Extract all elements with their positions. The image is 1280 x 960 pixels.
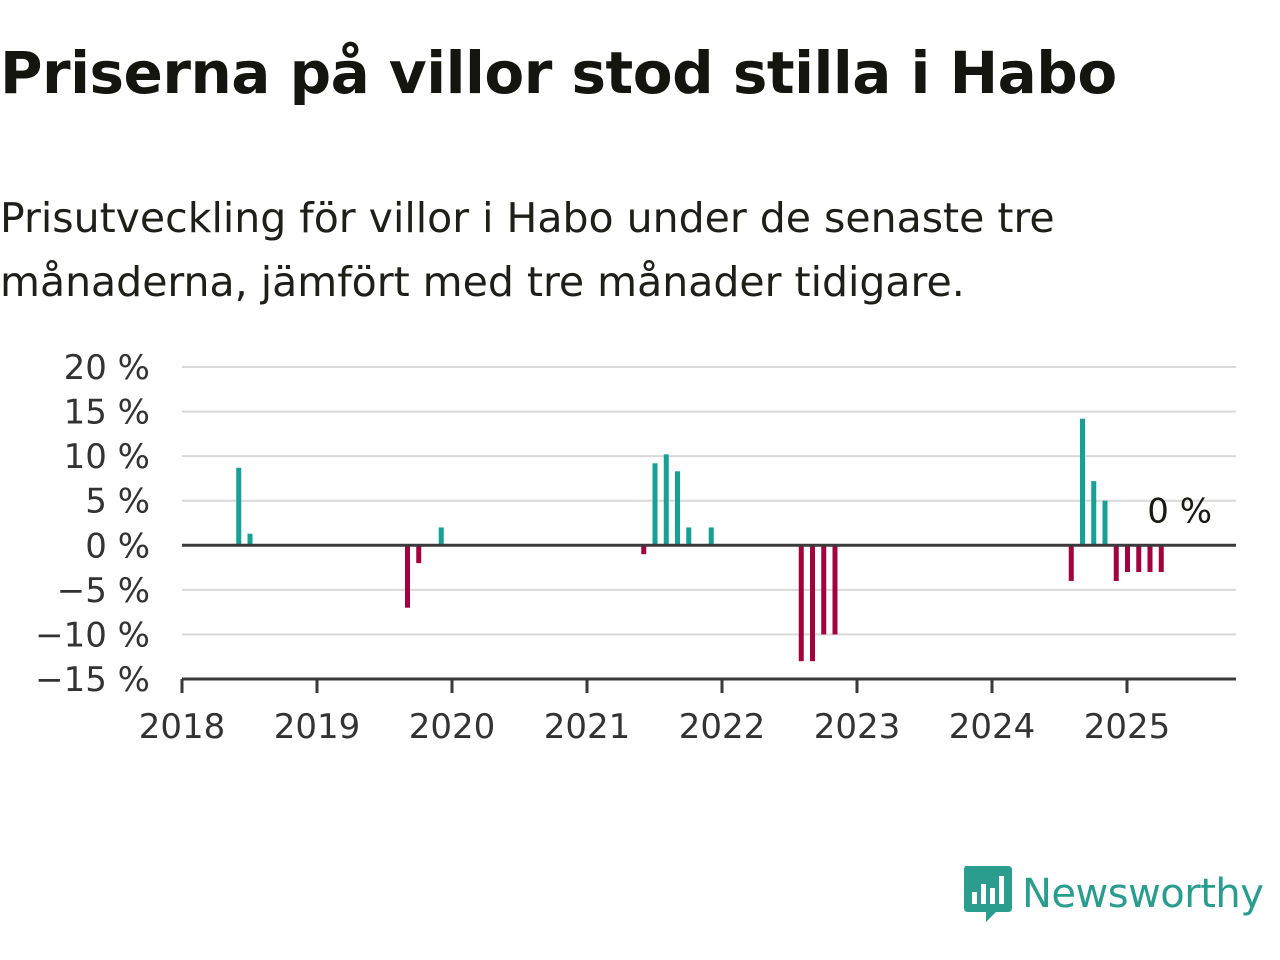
bar: [438, 527, 444, 546]
bar: [1136, 545, 1142, 573]
bar: [1147, 545, 1153, 573]
bar: [708, 527, 714, 546]
bar: [652, 463, 658, 546]
bar: [1113, 545, 1119, 581]
chart-subtitle: Prisutveckling för villor i Habo under d…: [0, 194, 1055, 306]
y-tick-label: 5 %: [85, 482, 150, 522]
bar: [1091, 481, 1097, 546]
bar: [810, 545, 815, 662]
y-tick-label: −5 %: [57, 571, 150, 611]
x-tick-label: 2021: [544, 707, 631, 747]
bar: [686, 527, 692, 546]
x-tick-label: 2024: [949, 707, 1036, 747]
bar: [1125, 545, 1130, 573]
bar: [832, 545, 838, 635]
newsworthy-logo-text: Newsworthy: [1022, 871, 1264, 917]
labels: 20 %15 %10 %5 %0 %−5 %−10 %−15 %2018 2019…: [35, 348, 1212, 747]
y-tick-label: −10 %: [35, 615, 150, 655]
x-tick-label: 2020: [409, 707, 496, 747]
newsworthy-logo: Newsworthy: [962, 864, 1264, 924]
bars: [236, 418, 1164, 662]
x-tick-label: 2018: [139, 707, 226, 747]
grid-lines: [182, 366, 1236, 636]
bar: [1102, 500, 1108, 546]
bar: [236, 467, 242, 546]
bar: [405, 545, 410, 608]
bar: [821, 545, 827, 635]
axes: [180, 543, 1236, 693]
x-tick-label: 2025: [1084, 707, 1171, 747]
x-tick-label: 2022: [679, 707, 766, 747]
bar: [1080, 418, 1085, 546]
y-tick-label: 10 %: [64, 437, 150, 477]
bar: [1068, 545, 1074, 581]
bar: [641, 545, 647, 555]
bar: [416, 545, 422, 564]
x-tick-label: 2023: [814, 707, 901, 747]
last-value-label: 0 %: [1147, 491, 1212, 531]
chart-title: Priserna på villor stod stilla i Habo: [0, 39, 1117, 107]
newsworthy-logo-icon: [964, 866, 1012, 922]
bar: [798, 545, 804, 662]
bar: [247, 533, 253, 546]
bar: [675, 471, 680, 546]
bar: [1158, 545, 1164, 573]
bar: [663, 454, 669, 546]
y-tick-label: 0 %: [85, 526, 150, 566]
y-tick-label: 20 %: [64, 348, 150, 388]
y-tick-label: 15 %: [64, 393, 150, 433]
price-change-chart: 20 %15 %10 %5 %0 %−5 %−10 %−15 %2018 2019…: [35, 348, 1236, 747]
y-tick-label: −15 %: [35, 660, 150, 700]
x-tick-label: 2019: [274, 707, 361, 747]
